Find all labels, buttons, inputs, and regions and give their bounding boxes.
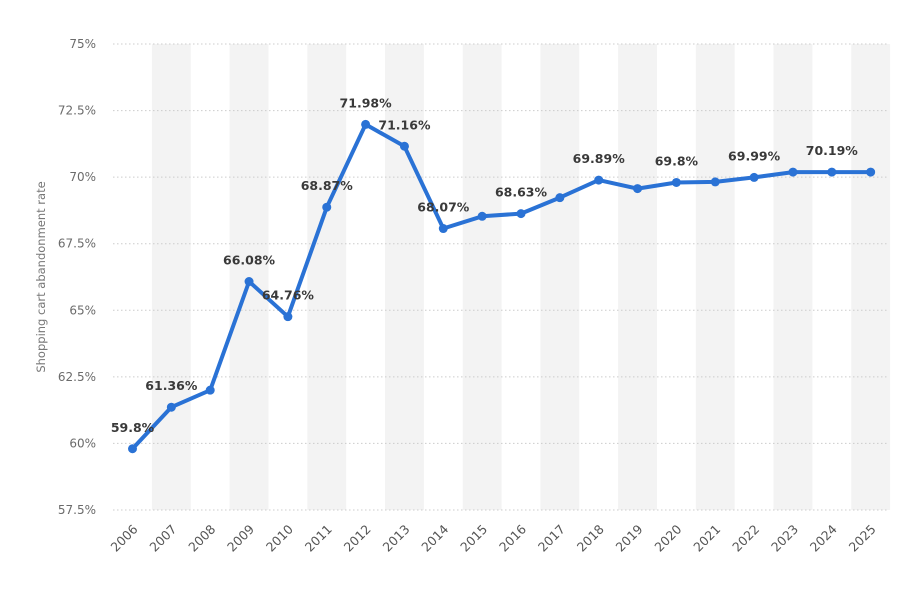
- x-tick-label: 2014: [418, 521, 451, 554]
- data-point[interactable]: [166, 402, 176, 412]
- x-tick-label: 2022: [729, 522, 762, 555]
- data-label: 68.63%: [495, 185, 548, 200]
- data-label: 61.36%: [145, 378, 198, 393]
- column-band: [540, 44, 580, 510]
- data-point[interactable]: [671, 177, 681, 187]
- data-label: 71.16%: [378, 117, 431, 132]
- data-label: 71.98%: [340, 95, 393, 110]
- data-point[interactable]: [866, 167, 876, 177]
- data-label: 66.08%: [223, 253, 276, 268]
- x-tick-label: 2007: [146, 522, 179, 555]
- column-band: [151, 44, 191, 510]
- x-tick-label: 2015: [457, 522, 490, 555]
- y-axis-ticks: 57.5% 60% 62.5% 65% 67.5% 70% 72.5% 75%: [58, 37, 96, 517]
- column-band: [851, 44, 891, 510]
- data-point[interactable]: [438, 224, 448, 234]
- x-tick-label: 2011: [302, 522, 335, 555]
- x-tick-label: 2006: [108, 521, 141, 554]
- y-tick-label: 70%: [69, 170, 96, 184]
- column-bands: [151, 44, 891, 510]
- data-point[interactable]: [555, 193, 565, 203]
- column-band: [307, 44, 347, 510]
- data-point[interactable]: [749, 172, 759, 182]
- data-point[interactable]: [710, 177, 720, 187]
- x-tick-label: 2016: [496, 521, 529, 554]
- x-axis-ticks: 2006 2007 2008 2009 2010 2011 2012 2013 2014 2015…: [108, 521, 879, 554]
- x-tick-label: 2024: [807, 521, 840, 554]
- x-tick-label: 2019: [613, 521, 646, 554]
- y-tick-label: 72.5%: [58, 104, 96, 118]
- y-tick-label: 75%: [69, 37, 96, 51]
- data-point[interactable]: [788, 167, 798, 177]
- x-tick-label: 2023: [768, 522, 801, 555]
- series-line: [130, 122, 873, 451]
- x-tick-label: 2008: [185, 521, 218, 554]
- y-tick-label: 57.5%: [58, 503, 96, 517]
- data-point[interactable]: [322, 202, 332, 212]
- x-tick-label: 2013: [379, 522, 412, 555]
- x-tick-label: 2010: [263, 521, 296, 554]
- data-point[interactable]: [244, 277, 254, 287]
- x-tick-label: 2025: [846, 522, 879, 555]
- data-point[interactable]: [283, 312, 293, 322]
- y-tick-label: 60%: [69, 436, 96, 450]
- data-point[interactable]: [477, 211, 487, 221]
- data-label: 69.8%: [655, 153, 699, 168]
- data-point[interactable]: [205, 385, 215, 395]
- data-label: 68.07%: [417, 200, 470, 215]
- y-tick-label: 62.5%: [58, 370, 96, 384]
- data-point[interactable]: [594, 175, 604, 185]
- data-label: 70.19%: [806, 143, 859, 158]
- data-point[interactable]: [516, 209, 526, 219]
- column-band: [462, 44, 502, 510]
- data-labels: 59.8% 61.36% 66.08% 64.76% 68.87% 71.98% 71.16…: [111, 95, 858, 434]
- data-point[interactable]: [827, 167, 837, 177]
- data-label: 68.87%: [301, 178, 354, 193]
- data-label: 59.8%: [111, 420, 155, 435]
- column-band: [229, 44, 269, 510]
- x-tick-label: 2017: [535, 522, 568, 555]
- x-tick-label: 2021: [690, 522, 723, 555]
- x-tick-label: 2012: [341, 522, 374, 555]
- y-tick-label: 65%: [69, 303, 96, 317]
- column-band: [695, 44, 735, 510]
- column-band: [618, 44, 657, 510]
- data-point[interactable]: [361, 119, 371, 129]
- series-line-layer: [130, 122, 873, 451]
- y-axis-label: Shopping cart abandonment rate: [34, 181, 48, 372]
- x-tick-label: 2020: [651, 521, 684, 554]
- data-point[interactable]: [633, 184, 643, 194]
- data-label: 64.76%: [262, 288, 315, 303]
- y-tick-label: 67.5%: [58, 237, 96, 251]
- x-tick-label: 2018: [574, 521, 607, 554]
- x-tick-label: 2009: [224, 521, 257, 554]
- data-label: 69.89%: [573, 151, 626, 166]
- data-points: [128, 119, 876, 454]
- column-band: [385, 44, 424, 510]
- column-band: [773, 44, 813, 510]
- gridlines: [113, 43, 889, 511]
- data-point[interactable]: [399, 141, 409, 151]
- data-point[interactable]: [128, 444, 137, 454]
- data-label: 69.99%: [728, 148, 781, 163]
